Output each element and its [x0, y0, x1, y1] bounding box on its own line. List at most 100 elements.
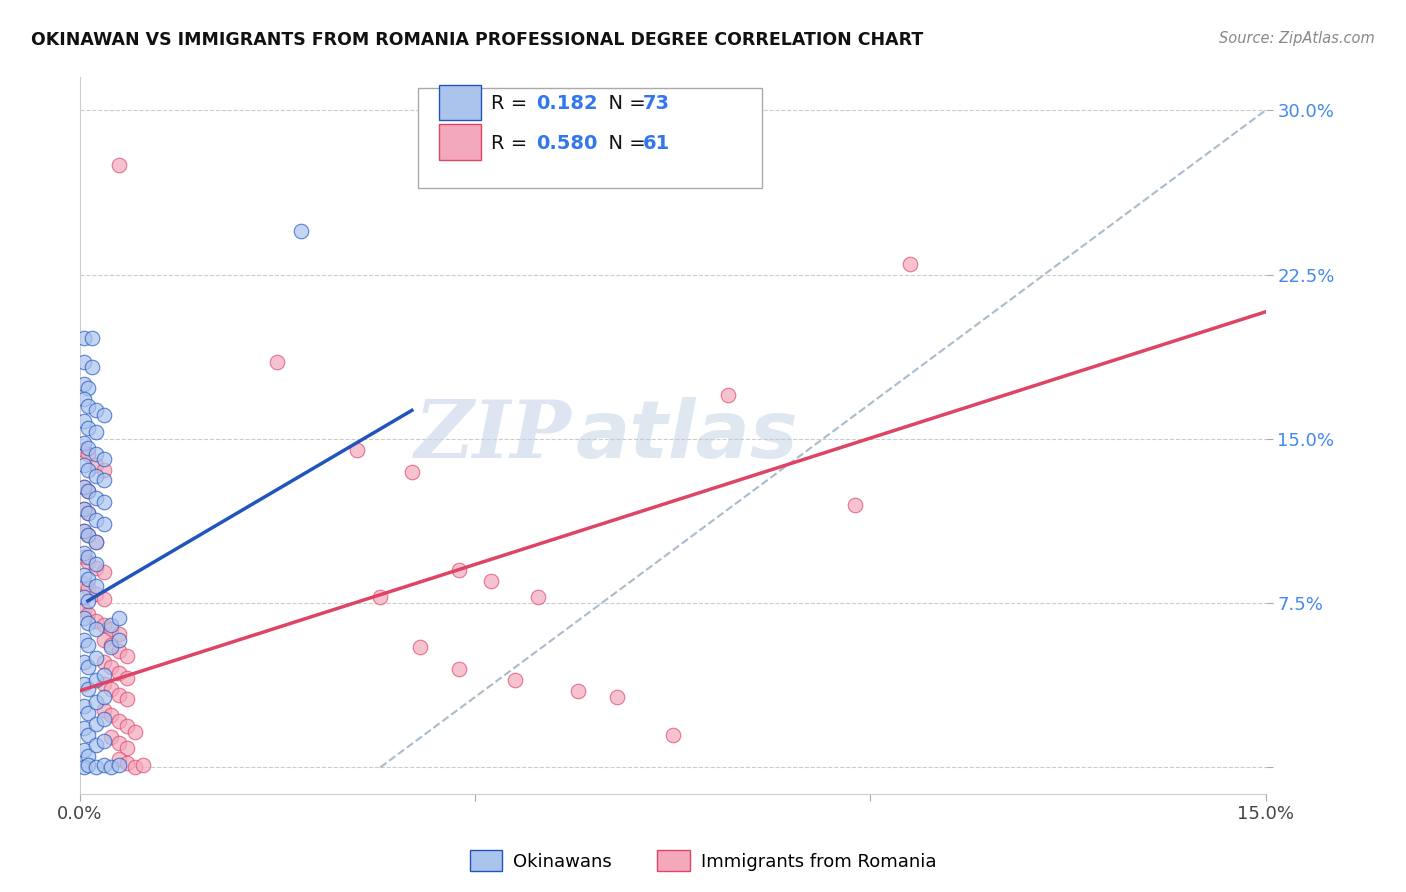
Point [76, 528, 98, 542]
Text: 73: 73 [643, 95, 671, 113]
Point [93, 474, 115, 488]
FancyBboxPatch shape [418, 88, 762, 188]
Point [76, 484, 98, 499]
Point [117, 692, 139, 706]
Point [93, 758, 115, 772]
Point [93, 566, 115, 580]
Point [108, 611, 131, 625]
Point [73, 502, 96, 516]
Point [73, 442, 96, 457]
Point [76, 550, 98, 565]
Text: ZIP: ZIP [415, 397, 572, 475]
Point [117, 740, 139, 755]
Point [84, 447, 107, 461]
Point [73, 502, 96, 516]
Point [844, 498, 866, 512]
Point [73, 458, 96, 472]
Point [409, 640, 432, 654]
Point [93, 734, 115, 748]
Point [73, 576, 96, 591]
Point [606, 690, 628, 705]
Point [93, 668, 115, 682]
Point [84, 739, 107, 753]
Point [449, 563, 471, 577]
Point [93, 690, 115, 705]
Point [76, 421, 98, 435]
Point [93, 677, 115, 691]
Point [93, 703, 115, 717]
Point [73, 743, 96, 757]
Point [93, 495, 115, 509]
Point [84, 651, 107, 665]
Point [117, 671, 139, 685]
Text: OKINAWAN VS IMMIGRANTS FROM ROMANIA PROFESSIONAL DEGREE CORRELATION CHART: OKINAWAN VS IMMIGRANTS FROM ROMANIA PROF… [31, 31, 924, 49]
Point [76, 572, 98, 586]
Point [346, 442, 368, 457]
Point [76, 706, 98, 720]
Point [479, 574, 502, 589]
Point [93, 591, 115, 606]
Text: 0.580: 0.580 [536, 134, 598, 153]
Text: 61: 61 [643, 134, 671, 153]
Point [93, 712, 115, 726]
Point [108, 688, 131, 702]
Point [93, 462, 115, 476]
Point [84, 425, 107, 440]
Point [108, 644, 131, 658]
Point [117, 719, 139, 733]
Point [73, 611, 96, 625]
Point [80, 331, 103, 345]
Point [76, 381, 98, 395]
Point [76, 581, 98, 595]
Point [73, 524, 96, 538]
Point [84, 534, 107, 549]
Point [93, 655, 115, 669]
Point [898, 257, 921, 271]
Point [84, 458, 107, 472]
Point [93, 408, 115, 422]
Point [84, 587, 107, 601]
Point [84, 403, 107, 417]
Text: N =: N = [596, 95, 651, 113]
Point [266, 355, 288, 369]
Text: R =: R = [491, 134, 534, 153]
Point [76, 681, 98, 696]
Point [73, 480, 96, 494]
Point [73, 480, 96, 494]
Point [76, 607, 98, 621]
Point [84, 578, 107, 592]
Point [73, 721, 96, 735]
Point [100, 638, 122, 652]
Point [93, 633, 115, 648]
Point [73, 355, 96, 369]
Point [76, 506, 98, 520]
Point [108, 666, 131, 681]
Point [76, 594, 98, 608]
Point [84, 623, 107, 637]
Point [100, 659, 122, 673]
Point [84, 469, 107, 483]
Point [100, 730, 122, 744]
Point [124, 760, 146, 774]
Point [84, 557, 107, 571]
Point [124, 725, 146, 739]
Point [73, 633, 96, 648]
Point [76, 659, 98, 673]
Point [73, 699, 96, 714]
Point [717, 388, 740, 402]
Point [73, 655, 96, 669]
Text: 0.182: 0.182 [536, 95, 598, 113]
Point [76, 506, 98, 520]
Point [73, 392, 96, 407]
Text: atlas: atlas [575, 397, 799, 475]
Point [290, 224, 312, 238]
Legend: Okinawans, Immigrants from Romania: Okinawans, Immigrants from Romania [463, 843, 943, 879]
Point [100, 760, 122, 774]
Point [76, 399, 98, 413]
Point [73, 603, 96, 617]
Point [76, 462, 98, 476]
Point [76, 758, 98, 772]
FancyBboxPatch shape [439, 124, 481, 160]
Point [76, 554, 98, 568]
Point [108, 736, 131, 750]
